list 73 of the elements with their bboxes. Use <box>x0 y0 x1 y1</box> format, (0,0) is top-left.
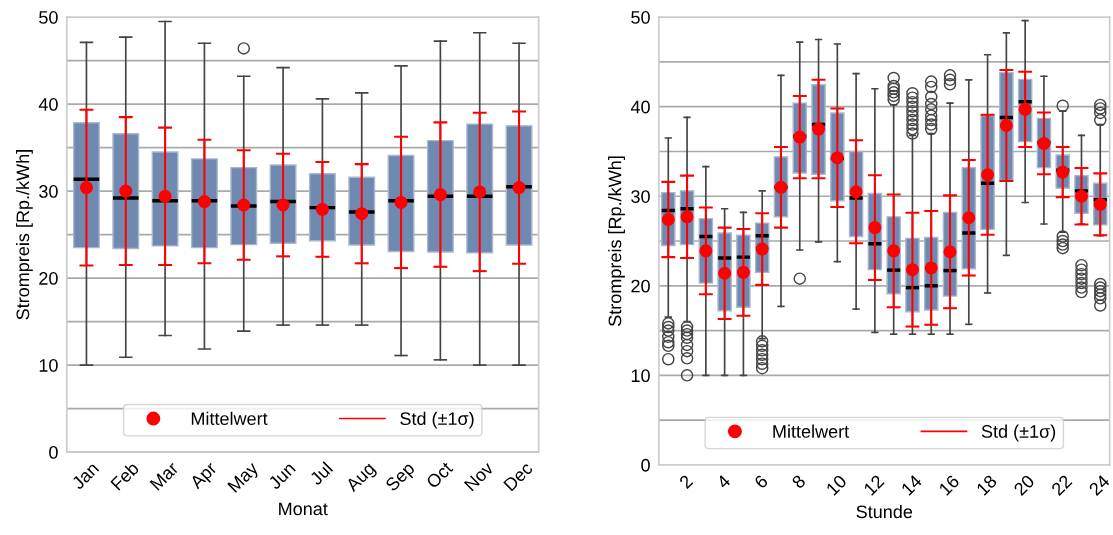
x-tick-label: Dec <box>503 461 534 492</box>
y-tick-label: 50 <box>631 11 650 24</box>
y-tick-label: 10 <box>631 369 650 383</box>
point <box>473 185 487 199</box>
point <box>158 189 172 203</box>
y-axis-title: Strompreis [Rp./kWh] <box>15 150 33 320</box>
annotation: Std (±1σ) <box>400 411 474 429</box>
x-tick-label: 2 <box>678 474 694 489</box>
x-tick-label: 24 <box>1088 473 1111 497</box>
point <box>774 180 788 194</box>
point <box>718 266 732 280</box>
point <box>736 265 750 279</box>
annotation: Std (±1σ) <box>981 424 1056 442</box>
point <box>1018 102 1032 116</box>
point <box>812 122 826 136</box>
y-tick-label: 0 <box>49 446 58 459</box>
x-tick-label: 6 <box>753 474 769 490</box>
point <box>962 211 976 225</box>
x-tick-label: 20 <box>1013 474 1036 497</box>
x-tick-label: Oct <box>425 460 454 490</box>
y-tick-label: 30 <box>631 190 650 203</box>
y-axis-title: Strompreis [Rp./kWh] <box>608 156 625 326</box>
point <box>119 184 133 198</box>
x-tick-label: Sep <box>384 461 418 495</box>
y-tick-label: 20 <box>631 279 650 293</box>
point <box>981 168 995 182</box>
x-tick-label: 16 <box>938 474 960 496</box>
y-tick-label: 50 <box>39 11 58 24</box>
point <box>849 185 863 199</box>
y-tick-label: 40 <box>38 98 58 111</box>
legend-label: Mittelwert <box>773 424 850 438</box>
point <box>793 130 807 144</box>
point <box>394 195 408 209</box>
x-tick-label: 18 <box>975 474 998 496</box>
point <box>512 181 526 195</box>
x-tick-label: Jan <box>70 461 100 491</box>
x-tick-label: Feb <box>109 460 140 491</box>
x-tick-label: 8 <box>791 474 807 490</box>
x-tick-label: Jul <box>308 461 334 486</box>
x-axis-title: Stunde <box>856 504 913 519</box>
point <box>868 221 882 235</box>
point <box>197 195 211 209</box>
x-tick-label: 10 <box>825 474 848 496</box>
x-tick-label: 12 <box>863 474 885 496</box>
legend-label: Mittelwert <box>191 411 268 426</box>
x-axis-title: Monat <box>279 502 328 516</box>
point <box>237 198 251 212</box>
point <box>943 245 957 259</box>
x-tick-label: Nov <box>463 460 495 492</box>
point <box>830 151 844 165</box>
y-tick-label: 0 <box>641 458 650 472</box>
point <box>433 188 447 202</box>
x-tick-label: Mar <box>149 461 180 491</box>
x-tick-label: Jun <box>267 461 296 491</box>
point <box>276 198 290 212</box>
x-tick-label: Apr <box>189 461 221 493</box>
point <box>79 181 93 195</box>
y-tick-label: 10 <box>39 359 58 372</box>
y-tick-label: 30 <box>39 185 58 198</box>
x-tick-label: May <box>227 460 262 496</box>
point <box>315 202 329 216</box>
point <box>355 207 369 221</box>
x-tick-label: 22 <box>1050 474 1073 497</box>
x-tick-label: 14 <box>900 474 923 496</box>
point <box>905 263 919 277</box>
point <box>887 244 901 258</box>
x-tick-label: 4 <box>715 474 732 490</box>
point <box>699 244 713 258</box>
y-tick-label: 20 <box>39 272 58 285</box>
y-tick-label: 40 <box>630 100 650 114</box>
point <box>924 261 938 275</box>
x-tick-label: Aug <box>344 461 379 495</box>
point <box>999 118 1013 132</box>
